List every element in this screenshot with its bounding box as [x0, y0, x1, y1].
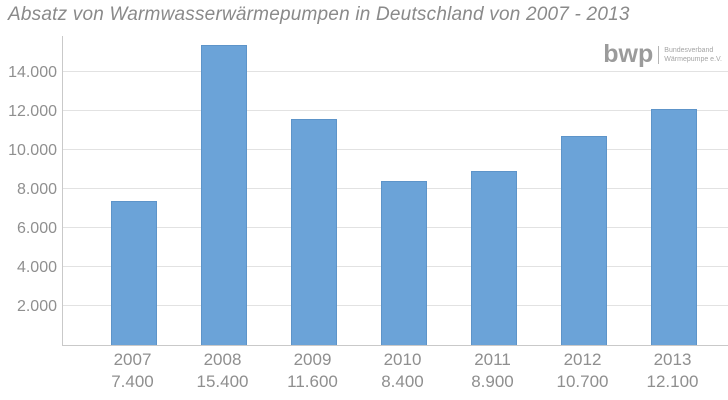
bar-2012	[560, 136, 607, 345]
x-tick-value: 8.400	[381, 372, 424, 391]
bar-2011	[470, 171, 517, 345]
gridline	[63, 110, 728, 112]
plot-area	[62, 36, 728, 346]
bar-2008	[200, 44, 247, 345]
bwp-logo-org-name: Bundesverband Wärmepumpe e.V.	[658, 45, 722, 64]
x-tick-value: 8.900	[471, 372, 514, 391]
gridline	[63, 149, 728, 151]
x-axis-labels: 2007 7.400 2008 15.400 2009 11.600 2010 8.400 20…	[0, 350, 728, 398]
bar-2013	[650, 109, 697, 345]
x-tick-year: 2010	[383, 350, 422, 369]
x-tick-year: 2013	[653, 350, 692, 369]
chart-title: Absatz von Warmwasserwärmepumpen in Deut…	[8, 4, 630, 25]
y-tick-label: 4.000	[16, 259, 57, 277]
x-tick-value: 15.400	[196, 372, 249, 391]
x-tick-value: 12.100	[646, 372, 699, 391]
x-tick-value: 10.700	[556, 372, 609, 391]
x-tick: 2008 15.400	[178, 350, 268, 391]
bwp-logo-wordmark: bwp	[603, 40, 654, 68]
x-tick-value: 7.400	[111, 372, 154, 391]
x-tick-year: 2007	[113, 350, 152, 369]
x-tick: 2013 12.100	[628, 350, 718, 391]
y-tick-label: 12.000	[8, 103, 57, 121]
y-tick-label: 14.000	[8, 64, 57, 82]
bar-2010	[380, 181, 427, 345]
x-tick: 2011 8.900	[448, 350, 538, 391]
y-tick-label: 2.000	[16, 298, 57, 316]
gridline	[63, 71, 728, 73]
x-tick-year: 2008	[203, 350, 242, 369]
bwp-logo: bwp Bundesverband Wärmepumpe e.V.	[603, 42, 722, 67]
x-tick: 2007 7.400	[88, 350, 178, 391]
bwp-logo-org-line2: Wärmepumpe e.V.	[664, 55, 722, 63]
x-tick: 2009 11.600	[268, 350, 358, 391]
y-tick-label: 8.000	[16, 181, 57, 199]
y-tick-label: 6.000	[16, 220, 57, 238]
bar-2007	[110, 200, 157, 345]
bar-2009	[290, 118, 337, 345]
x-tick: 2012 10.700	[538, 350, 628, 391]
bwp-logo-org-line1: Bundesverband	[664, 46, 714, 54]
x-tick-value: 11.600	[287, 372, 338, 391]
x-tick-year: 2009	[293, 350, 332, 369]
x-tick-year: 2011	[474, 350, 511, 369]
x-tick-year: 2012	[563, 350, 602, 369]
y-axis-labels: 2.000 4.000 6.000 8.000 10.000 12.000 14.000	[0, 36, 57, 346]
x-tick: 2010 8.400	[358, 350, 448, 391]
y-tick-label: 10.000	[8, 142, 57, 160]
